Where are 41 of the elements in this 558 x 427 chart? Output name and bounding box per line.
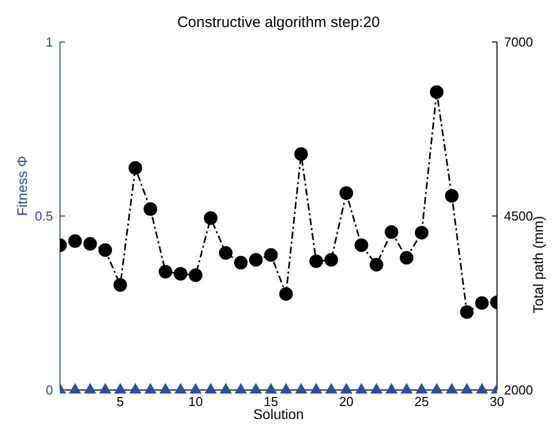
point xyxy=(218,246,233,260)
point xyxy=(444,189,459,203)
y-axis-title: Fitness Φ xyxy=(14,156,30,216)
point xyxy=(158,264,172,278)
y-tick-label: 1 xyxy=(46,34,53,50)
point xyxy=(460,305,474,319)
y2-tick-label: 2000 xyxy=(504,382,533,398)
point xyxy=(113,278,128,292)
x-tick-label: 25 xyxy=(414,394,429,410)
point xyxy=(98,243,112,257)
point xyxy=(249,253,263,267)
point xyxy=(475,296,489,310)
y2-tick-label: 7000 xyxy=(504,34,533,50)
point xyxy=(144,202,158,216)
point xyxy=(128,161,142,175)
point xyxy=(309,254,323,268)
point xyxy=(384,225,398,239)
point xyxy=(68,234,82,248)
x-tick-label: 10 xyxy=(188,394,203,410)
point xyxy=(370,258,384,272)
point xyxy=(354,238,368,252)
point xyxy=(174,266,188,281)
point xyxy=(324,253,338,267)
point xyxy=(264,248,278,262)
point xyxy=(414,226,428,240)
x-tick-label: 30 xyxy=(490,394,504,410)
point xyxy=(400,250,414,265)
point xyxy=(234,256,248,270)
point xyxy=(204,211,218,225)
x-tick-label: 5 xyxy=(116,394,124,410)
point xyxy=(188,268,202,282)
y-tick-label: 0.5 xyxy=(34,208,53,224)
point xyxy=(279,287,293,301)
y2-tick-label: 4500 xyxy=(504,208,533,224)
chart-title: Constructive algorithm step:20 xyxy=(176,14,381,31)
y-tick-label: 0 xyxy=(46,382,53,398)
point xyxy=(340,186,354,200)
point xyxy=(83,237,97,251)
point xyxy=(430,85,444,99)
point xyxy=(294,147,308,161)
x-tick-label: 20 xyxy=(339,394,354,410)
